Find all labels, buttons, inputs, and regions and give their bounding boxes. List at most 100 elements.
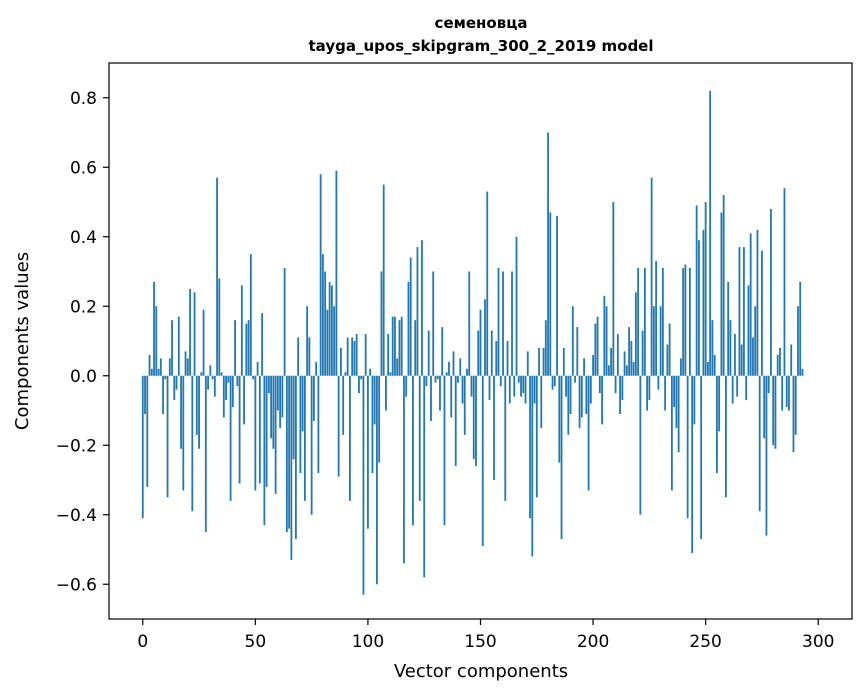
bar (292, 375, 295, 460)
bar (159, 358, 162, 376)
bar (567, 375, 570, 435)
bar (686, 375, 689, 519)
bar (394, 316, 396, 376)
bar (616, 334, 619, 376)
bar (693, 375, 696, 425)
bar (396, 358, 399, 376)
bar (621, 375, 624, 401)
bar (659, 306, 662, 376)
chart-title: семеновца (435, 14, 528, 32)
bar (328, 281, 331, 376)
bar (238, 375, 241, 484)
bar (385, 375, 387, 411)
bar (362, 375, 365, 595)
bar (315, 361, 318, 376)
bar (144, 375, 146, 414)
bar (702, 229, 705, 376)
bar (380, 271, 383, 376)
y-tick-label: −0.6 (56, 575, 97, 595)
bar (249, 254, 252, 376)
bar (614, 375, 617, 394)
bar (725, 375, 727, 498)
bar (349, 375, 351, 501)
x-axis-label: Vector components (394, 661, 568, 682)
bar (765, 375, 768, 536)
y-tick-label: 0.6 (70, 158, 97, 178)
bar (716, 375, 718, 474)
bar (175, 375, 178, 390)
bar (668, 323, 671, 376)
bar (157, 368, 160, 376)
bar (463, 375, 466, 435)
bar (335, 170, 338, 376)
bar (150, 368, 153, 376)
bar (551, 375, 554, 390)
y-axis-ticks: −0.6 −0.4 −0.2 0.0 0.2 0.4 0.6 0.8 (56, 89, 109, 595)
bar (511, 271, 513, 376)
bar (367, 375, 369, 529)
bar (270, 375, 273, 439)
bar (412, 375, 414, 526)
bar (198, 375, 200, 449)
bar (652, 306, 655, 376)
bar (799, 281, 802, 376)
x-tick-label: 50 (245, 632, 267, 652)
bar (661, 268, 664, 376)
bar (200, 372, 203, 376)
bar (506, 341, 509, 376)
bar (720, 212, 723, 376)
bar (499, 375, 502, 387)
y-tick-label: 0.4 (70, 228, 97, 248)
bar (754, 306, 757, 376)
bar (297, 337, 300, 376)
bar (146, 375, 149, 487)
bar (664, 375, 667, 411)
bar (186, 358, 189, 376)
bar (331, 285, 333, 376)
bar (488, 375, 491, 401)
bar (459, 358, 462, 376)
bar (538, 347, 540, 376)
bar (589, 375, 592, 404)
bar (209, 365, 212, 376)
bar (797, 306, 799, 376)
bar (403, 375, 405, 564)
bar (677, 375, 680, 453)
bar (220, 372, 223, 376)
bar (256, 361, 259, 376)
y-axis-label: Components values (12, 252, 33, 430)
bar (376, 375, 378, 585)
bar (267, 375, 270, 394)
bar (421, 240, 423, 376)
bar (346, 337, 349, 376)
bar (508, 375, 511, 404)
bar (452, 351, 455, 376)
bar (448, 361, 450, 376)
bar (682, 268, 685, 376)
bar (603, 295, 606, 376)
bar (695, 205, 698, 376)
bar (457, 375, 459, 383)
bar (204, 375, 207, 533)
bar (560, 375, 563, 540)
bar (580, 375, 583, 418)
bar (240, 285, 243, 376)
bar (670, 375, 673, 491)
bar (351, 337, 354, 376)
y-tick-label: −0.4 (56, 506, 97, 526)
bar (632, 361, 635, 376)
bar (790, 344, 793, 376)
bar (587, 375, 590, 491)
bar (317, 375, 320, 474)
bar (430, 375, 432, 421)
bar (502, 271, 504, 376)
bar (288, 375, 291, 529)
bar (213, 375, 216, 397)
bar (781, 375, 784, 411)
bar (495, 341, 498, 376)
bar (279, 375, 282, 428)
bar (443, 375, 446, 526)
bar (243, 375, 245, 425)
bar (407, 281, 410, 376)
y-tick-label: 0.2 (70, 297, 97, 317)
